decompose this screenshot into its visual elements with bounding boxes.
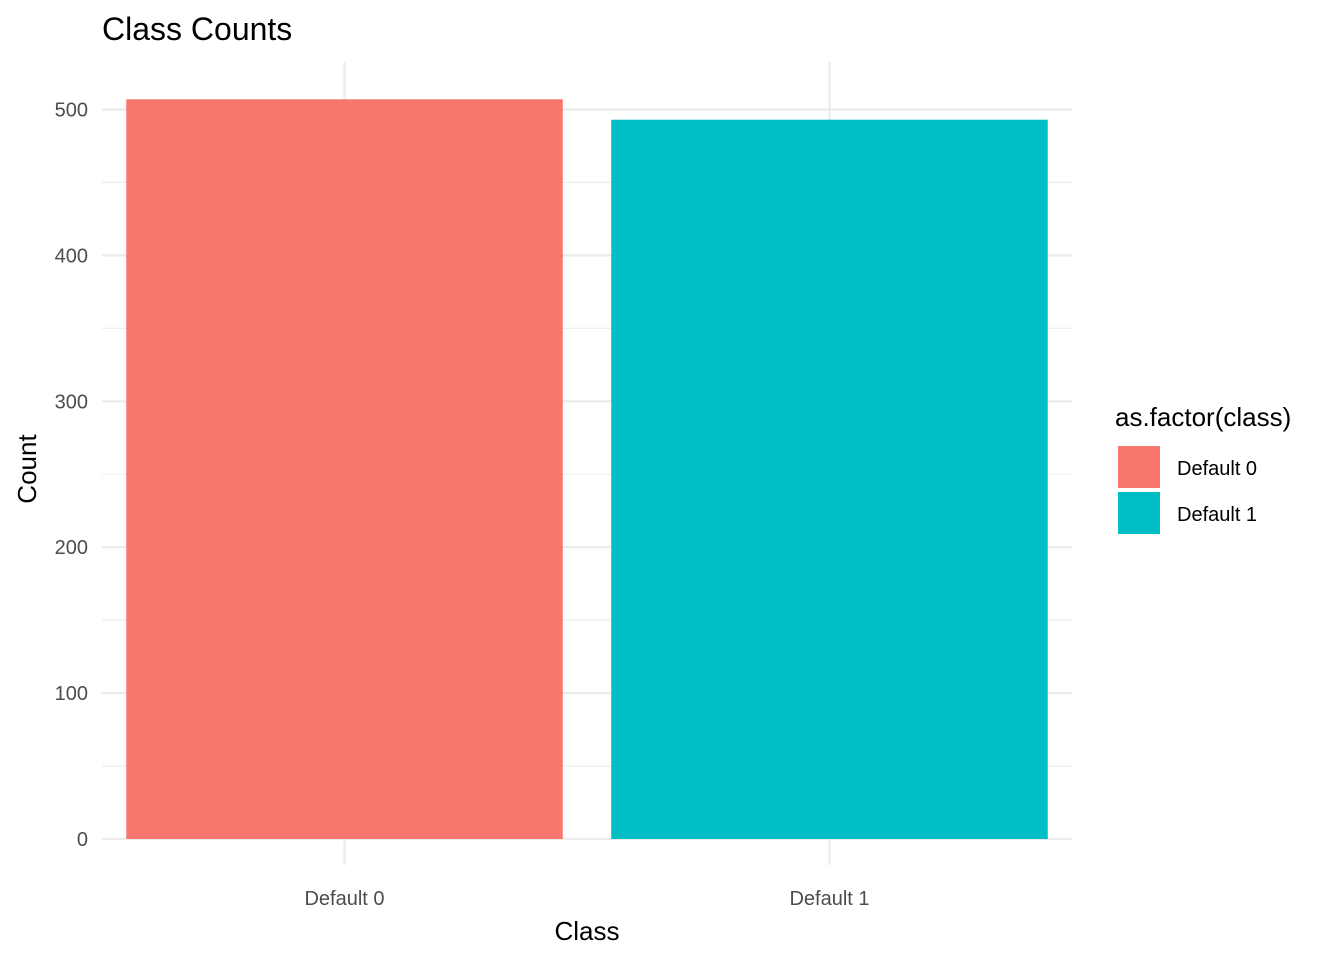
y-tick-label: 300 (55, 391, 88, 413)
y-tick-label: 200 (55, 537, 88, 559)
y-tick-label: 100 (55, 683, 88, 705)
y-tick-label: 0 (77, 829, 88, 851)
legend-key (1118, 446, 1160, 488)
bar-default-1 (611, 119, 1048, 839)
legend-title: as.factor(class) (1115, 402, 1291, 432)
chart-title: Class Counts (102, 11, 292, 47)
legend-key (1118, 492, 1160, 534)
x-axis-ticks: Default 0 Default 1 (304, 888, 869, 910)
legend: as.factor(class) Default 0 Default 1 (1115, 402, 1291, 534)
y-axis-title: Count (12, 434, 42, 504)
legend-label: Default 1 (1177, 504, 1257, 526)
legend-label: Default 0 (1177, 458, 1257, 480)
x-tick-label: Default 1 (789, 888, 869, 910)
x-axis-title: Class (554, 916, 619, 946)
bar-default-0 (126, 99, 563, 840)
x-tick-label: Default 0 (304, 888, 384, 910)
bars (126, 99, 1048, 840)
y-tick-label: 400 (55, 245, 88, 267)
y-axis-ticks: 0 100 200 300 400 500 (55, 100, 88, 852)
y-tick-label: 500 (55, 100, 88, 122)
